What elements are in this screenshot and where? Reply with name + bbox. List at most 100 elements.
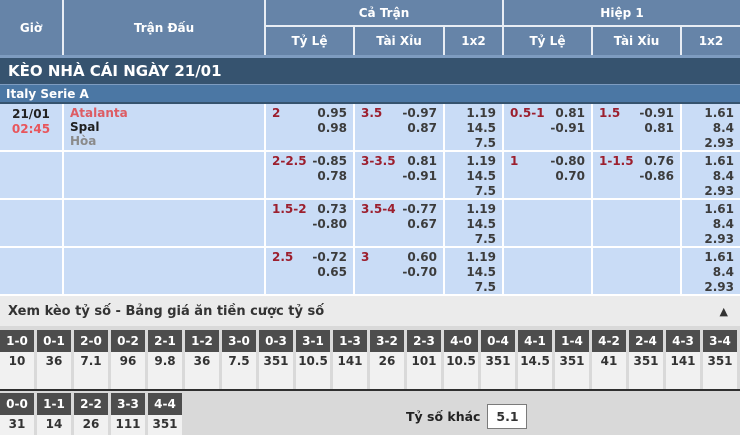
- score-odds[interactable]: 351: [555, 352, 589, 389]
- score-label[interactable]: 1-1: [37, 393, 71, 415]
- h1-1x2-cell[interactable]: 1.61 8.4 2.93: [682, 152, 740, 200]
- score-label[interactable]: 0-1: [37, 330, 71, 352]
- score-label[interactable]: 2-0: [74, 330, 108, 352]
- score-odds[interactable]: 141: [666, 352, 700, 389]
- score-label[interactable]: 1-4: [555, 330, 589, 352]
- away-team[interactable]: Spal: [70, 120, 100, 134]
- score-label[interactable]: 4-1: [518, 330, 552, 352]
- h1-overunder-cell[interactable]: 1.5 -0.91 0.81: [593, 104, 682, 152]
- league-bar[interactable]: Italy Serie A: [0, 84, 740, 104]
- odds-value: -0.97: [402, 106, 437, 120]
- score-label[interactable]: 1-3: [333, 330, 367, 352]
- ft-handicap-cell[interactable]: 2-2.5 -0.85 0.78: [266, 152, 355, 200]
- ft-1x2-cell[interactable]: 1.19 14.5 7.5: [445, 200, 504, 248]
- odds-value: 0.81: [407, 154, 437, 168]
- score-odds[interactable]: 41: [592, 352, 626, 389]
- ft-overunder-cell[interactable]: 3.5 -0.97 0.87: [355, 104, 445, 152]
- h1-handicap-cell[interactable]: 0.5-1 0.81 -0.91: [504, 104, 593, 152]
- score-label[interactable]: 3-2: [370, 330, 404, 352]
- ft-overunder-cell[interactable]: 3-3.5 0.81 -0.91: [355, 152, 445, 200]
- h1-handicap-cell[interactable]: [504, 248, 593, 296]
- ft-overunder-cell[interactable]: 3 0.60 -0.70: [355, 248, 445, 296]
- score-odds[interactable]: 111: [111, 415, 145, 435]
- table-header: Giờ Trận Đấu Cả Trận Hiệp 1 Tỷ Lệ Tài Xỉ…: [0, 0, 740, 55]
- ft-overunder-cell[interactable]: 3.5-4 -0.77 0.67: [355, 200, 445, 248]
- score-odds[interactable]: 36: [37, 352, 71, 389]
- score-odds[interactable]: 7.5: [222, 352, 256, 389]
- ft-handicap-cell[interactable]: 2.5 -0.72 0.65: [266, 248, 355, 296]
- score-label[interactable]: 2-1: [148, 330, 182, 352]
- score-odds[interactable]: 101: [407, 352, 441, 389]
- score-label[interactable]: 4-3: [666, 330, 700, 352]
- odds-rows: 21/01 02:45 Atalanta Spal Hòa 2 0.95 0.98 3.5 -0.…: [0, 104, 740, 296]
- score-odds[interactable]: 14.5: [518, 352, 552, 389]
- handicap-line: 1-1.5 0.76: [599, 154, 674, 169]
- h1-1x2-cell[interactable]: 1.61 8.4 2.93: [682, 248, 740, 296]
- home-team[interactable]: Atalanta: [70, 106, 128, 120]
- draw-label: Hòa: [70, 134, 97, 148]
- score-odds[interactable]: 351: [148, 415, 182, 435]
- ft-1x2-cell[interactable]: 1.19 14.5 7.5: [445, 248, 504, 296]
- match-time-cell: [0, 248, 64, 296]
- score-label[interactable]: 4-2: [592, 330, 626, 352]
- score-label[interactable]: 4-0: [444, 330, 478, 352]
- h1-handicap-cell[interactable]: 1 -0.80 0.70: [504, 152, 593, 200]
- odds-value: 14.5: [466, 265, 496, 279]
- score-odds[interactable]: 351: [259, 352, 293, 389]
- other-score-odds[interactable]: 5.1: [487, 404, 528, 429]
- match-date: 21/01: [12, 107, 50, 121]
- handicap-value: 1.5: [599, 106, 621, 120]
- score-label[interactable]: 0-2: [111, 330, 145, 352]
- group-header-first-half: Hiệp 1: [504, 0, 740, 27]
- score-odds[interactable]: 351: [629, 352, 663, 389]
- odds-value: 0.73: [317, 202, 347, 216]
- score-odds[interactable]: 351: [481, 352, 515, 389]
- score-label[interactable]: 3-1: [296, 330, 330, 352]
- score-odds[interactable]: 36: [185, 352, 219, 389]
- odds-value: 7.5: [474, 232, 496, 246]
- score-label[interactable]: 1-0: [0, 330, 34, 352]
- score-label[interactable]: 3-3: [111, 393, 145, 415]
- score-label[interactable]: 0-0: [0, 393, 34, 415]
- score-label[interactable]: 2-2: [74, 393, 108, 415]
- h1-1x2-cell[interactable]: 1.61 8.4 2.93: [682, 104, 740, 152]
- score-label[interactable]: 3-0: [222, 330, 256, 352]
- score-odds[interactable]: 7.1: [74, 352, 108, 389]
- subheader-h1-overunder: Tài Xỉu: [593, 27, 682, 55]
- h1-1x2-cell[interactable]: 1.61 8.4 2.93: [682, 200, 740, 248]
- score-label[interactable]: 2-4: [629, 330, 663, 352]
- score-odds[interactable]: 351: [703, 352, 737, 389]
- h1-overunder-cell[interactable]: [593, 248, 682, 296]
- odds-value: 0.76: [644, 154, 674, 168]
- h1-overunder-cell[interactable]: [593, 200, 682, 248]
- score-label[interactable]: 1-2: [185, 330, 219, 352]
- ft-1x2-cell[interactable]: 1.19 14.5 7.5: [445, 152, 504, 200]
- odds-value: 7.5: [474, 184, 496, 198]
- score-odds[interactable]: 14: [37, 415, 71, 435]
- handicap-value: 0.5-1: [510, 106, 545, 120]
- score-cell: 1-2 36: [185, 330, 219, 391]
- ft-handicap-cell[interactable]: 1.5-2 0.73 -0.80: [266, 200, 355, 248]
- odds-value: 0.65: [317, 265, 347, 279]
- score-odds[interactable]: 10: [0, 352, 34, 389]
- score-odds[interactable]: 26: [74, 415, 108, 435]
- score-label[interactable]: 0-4: [481, 330, 515, 352]
- ft-1x2-cell[interactable]: 1.19 14.5 7.5: [445, 104, 504, 152]
- score-label[interactable]: 3-4: [703, 330, 737, 352]
- collapse-arrow-icon[interactable]: ▲: [719, 304, 728, 318]
- ft-handicap-cell[interactable]: 2 0.95 0.98: [266, 104, 355, 152]
- score-label[interactable]: 0-3: [259, 330, 293, 352]
- score-odds[interactable]: 31: [0, 415, 34, 435]
- score-label[interactable]: 4-4: [148, 393, 182, 415]
- odds-value: 7.5: [474, 280, 496, 294]
- score-odds[interactable]: 10.5: [444, 352, 478, 389]
- h1-handicap-cell[interactable]: [504, 200, 593, 248]
- score-odds[interactable]: 96: [111, 352, 145, 389]
- score-odds[interactable]: 10.5: [296, 352, 330, 389]
- score-odds[interactable]: 26: [370, 352, 404, 389]
- score-label[interactable]: 2-3: [407, 330, 441, 352]
- score-odds[interactable]: 9.8: [148, 352, 182, 389]
- h1-overunder-cell[interactable]: 1-1.5 0.76 -0.86: [593, 152, 682, 200]
- score-odds[interactable]: 141: [333, 352, 367, 389]
- other-score-block: Tỷ số khác 5.1: [406, 404, 528, 429]
